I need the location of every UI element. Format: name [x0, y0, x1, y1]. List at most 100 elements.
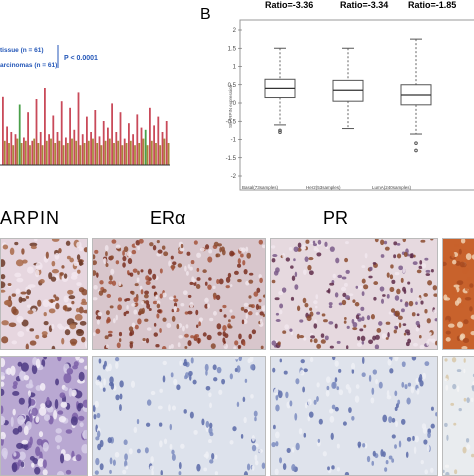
panel-b-chart: 2 1.5 1 0.5 0 -0.5 -1 -1.5 -2 SHARPIN expression… [226, 19, 474, 191]
histology-pr-high [270, 238, 438, 350]
normal-bar [121, 145, 124, 165]
outlier [414, 141, 418, 145]
y-tick-label: 1 [233, 65, 237, 71]
box-group [264, 38, 432, 153]
ratio-2: Ratio=-3.34 [340, 0, 389, 10]
y-tick-label: 0.5 [228, 83, 237, 89]
normal-bar [50, 138, 52, 165]
tumor-bar [128, 123, 130, 165]
panel-a-chart: tissue (n = 61) arcinomas (n = 61) P < 0… [0, 45, 170, 166]
tumor-bar [81, 134, 84, 165]
normal-bar [71, 138, 73, 165]
normal-bar [155, 143, 157, 165]
cat-label-3: LumA(240samples) [372, 185, 412, 190]
tumor-bar [86, 116, 88, 165]
normal-bar [100, 145, 103, 165]
normal-bar [113, 143, 115, 165]
tumor-bar [60, 101, 63, 165]
tumor-bar [31, 140, 34, 165]
normal-bar [96, 143, 99, 165]
tumor-bar [115, 132, 118, 165]
normal-bar [104, 140, 107, 165]
normal-bar [62, 145, 65, 165]
normal-bar [146, 145, 149, 165]
histology-er-high [92, 238, 266, 350]
y-tick-label: -1 [231, 138, 237, 144]
normal-bar [45, 140, 48, 165]
tumor-bar [18, 104, 21, 165]
tumor-bar [102, 121, 105, 165]
histology-sharpin-low [0, 356, 88, 476]
tumor-bar [10, 132, 13, 165]
ratio-3: Ratio=-1.85 [408, 0, 457, 10]
histology-sharpin-high [0, 238, 88, 350]
legend-tumor: arcinomas (n = 61) [0, 62, 57, 69]
normal-bar [117, 140, 120, 165]
tumor-bar [35, 99, 38, 165]
tumor-bar [161, 132, 164, 165]
normal-bar [3, 140, 6, 165]
histology-er-low [92, 356, 266, 476]
tumor-bar [65, 137, 67, 165]
y-tick-label: 2 [233, 28, 237, 34]
tumor-bar [123, 138, 126, 165]
plot-frame [239, 19, 474, 191]
normal-bar [163, 138, 166, 165]
tumor-bar [90, 132, 92, 165]
normal-bar [159, 145, 162, 165]
y-tick-label: -0.5 [226, 119, 237, 125]
normal-bar [92, 138, 94, 165]
tumor-bar [48, 134, 50, 165]
tumor-bar [119, 112, 122, 165]
histology-her2-low [442, 356, 474, 476]
tumor-bar [44, 88, 46, 165]
histology-her2-high [442, 238, 474, 350]
tumor-bar [111, 103, 113, 165]
y-ticks: 2 1.5 1 0.5 0 -0.5 -1 -1.5 -2 [226, 28, 242, 180]
normal-bar [16, 138, 19, 165]
normal-bar [125, 143, 128, 165]
normal-bar [24, 140, 27, 165]
y-axis-label: SHARPIN expression [228, 84, 233, 128]
normal-bar [75, 140, 78, 165]
outlier [278, 128, 282, 133]
normal-bar [37, 143, 40, 165]
normal-bar [54, 143, 57, 165]
y-tick-label: 1.5 [228, 46, 237, 52]
pvalue-label: P < 0.0001 [64, 55, 98, 62]
normal-bar [29, 145, 31, 165]
normal-bar [12, 145, 15, 165]
normal-bar [41, 145, 44, 165]
outlier [278, 130, 282, 134]
histology-pr-low [270, 356, 438, 476]
normal-bar [129, 140, 132, 165]
tumor-bar [77, 92, 80, 165]
normal-bar [58, 140, 61, 165]
ratio-1: Ratio=-3.36 [265, 0, 314, 10]
tumor-bar [2, 96, 4, 165]
normal-bar [167, 143, 170, 165]
tumor-bar [6, 126, 8, 165]
normal-bar [66, 143, 69, 165]
tumor-bar [153, 125, 155, 165]
tumor-bar [73, 129, 76, 165]
tumor-bar [39, 132, 42, 165]
tumor-bar [165, 121, 168, 165]
tumor-bar [157, 116, 160, 165]
tumor-bar [52, 115, 55, 165]
normal-bar [150, 140, 153, 165]
y-tick-label: -1.5 [226, 156, 237, 162]
label-er: ERα [150, 208, 186, 228]
cat-label-1: Basal(73samples) [242, 185, 279, 190]
tumor-bar [132, 134, 134, 165]
normal-bar [33, 138, 36, 165]
normal-bar [134, 145, 136, 165]
tumor-bar [140, 127, 143, 165]
tumor-bar [136, 114, 139, 165]
label-sharpin: ARPIN [0, 208, 61, 228]
label-pr: PR [323, 208, 349, 228]
bar-group [2, 88, 170, 165]
tumor-bar [56, 132, 59, 165]
normal-bar [142, 138, 145, 165]
tumor-bar [107, 127, 109, 165]
